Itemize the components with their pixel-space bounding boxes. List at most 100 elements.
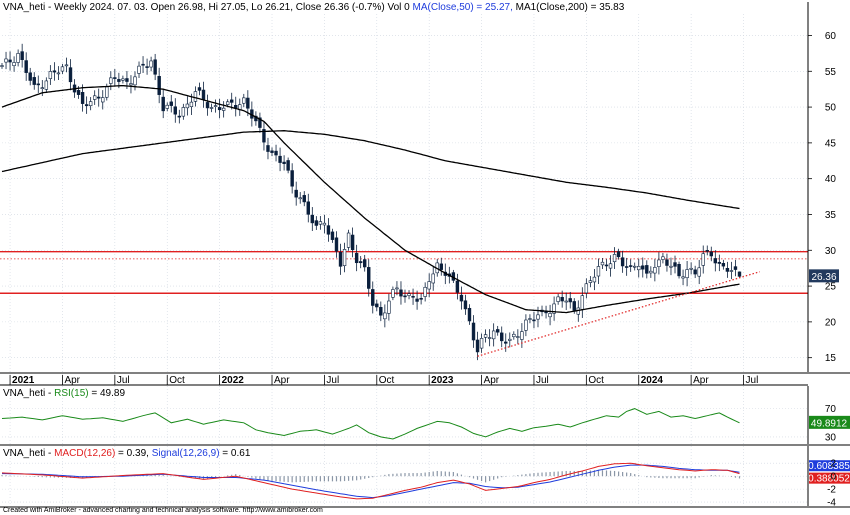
candle-body — [479, 338, 484, 349]
macd-header-value: = 0.39, — [115, 448, 151, 459]
candle-body — [588, 280, 593, 283]
date-axis-tick-label: Jul — [117, 375, 130, 386]
candle-body — [80, 92, 85, 104]
candle-body — [294, 189, 298, 198]
candle-body — [500, 332, 504, 342]
candle-body — [8, 59, 12, 63]
candle-body — [20, 51, 24, 60]
candle-body — [560, 296, 564, 302]
candle-body — [97, 96, 101, 99]
candle-body — [737, 271, 742, 277]
candle-body — [681, 276, 685, 279]
date-axis-tick-label: Apr — [274, 375, 290, 386]
candle-body — [729, 270, 734, 272]
candle-body — [246, 97, 250, 109]
candle-body — [584, 283, 589, 294]
rsi-header-name: RSI(15) — [54, 388, 88, 399]
candle-body — [193, 91, 198, 102]
candle-body — [290, 170, 294, 187]
candle-body — [314, 220, 319, 226]
candle-body — [415, 298, 419, 302]
date-axis-tick-label: Oct — [588, 375, 604, 386]
candle-body — [536, 314, 540, 320]
candle-body — [665, 259, 669, 266]
candle-body — [641, 265, 645, 270]
candle-body — [338, 252, 343, 267]
date-axis-tick-label: Jul — [746, 375, 759, 386]
price-axis-tick-label: 45 — [825, 138, 837, 149]
candle-body — [491, 330, 496, 340]
rsi-panel: 49.8912 — [1, 408, 850, 440]
candle-body — [358, 261, 363, 264]
candle-body — [197, 87, 202, 91]
candle-body — [661, 256, 665, 260]
signal-value-badge — [809, 460, 850, 472]
macd-header-name: MACD(12,26) — [54, 448, 115, 459]
price-axis-tick-label: 25 — [825, 282, 837, 293]
candle-body — [685, 269, 689, 279]
candle-body — [524, 319, 528, 331]
macd-axis-tick-label: 0 — [830, 472, 836, 483]
date-axis-tick-label: Jul — [536, 375, 549, 386]
candle-body — [274, 150, 278, 156]
signal-header-name: Signal(12,26,9) — [152, 448, 220, 459]
candle-body — [310, 214, 315, 224]
price-axis-tick-label: 40 — [825, 174, 837, 185]
footer-credit: Created with AmiBroker - advanced charti… — [3, 507, 323, 514]
candle-body — [709, 251, 713, 257]
candle-body — [141, 63, 145, 66]
candle-body — [16, 53, 20, 63]
candle-body — [137, 65, 141, 74]
candle-body — [221, 107, 226, 111]
candle-body — [68, 67, 73, 83]
candle-body — [84, 104, 89, 107]
candle-body — [350, 234, 355, 251]
candle-body — [649, 270, 653, 274]
last-price-label: 26.36 — [811, 272, 836, 283]
rsi-header-prefix: VNA_heti - — [3, 388, 54, 399]
candle-body — [125, 78, 129, 82]
candle-body — [60, 66, 65, 72]
candle-body — [217, 107, 222, 111]
candle-body — [508, 338, 512, 341]
candle-body — [270, 150, 274, 153]
macd-axis-tick-label: -2 — [827, 485, 836, 496]
candle-body — [371, 289, 375, 306]
candle-body — [149, 60, 153, 68]
candle-body — [181, 107, 186, 117]
candle-body — [548, 313, 552, 318]
candle-body — [604, 264, 609, 267]
candle-body — [375, 303, 379, 308]
candle-body — [113, 77, 117, 79]
candle-body — [419, 297, 423, 300]
candle-body — [528, 318, 532, 320]
macd-panel: 0.608385 0.388052 — [1, 460, 850, 500]
candle-body — [362, 259, 367, 268]
price-axis-tick-label: 60 — [825, 31, 837, 42]
price-axis-tick-label: 35 — [825, 210, 837, 221]
candle-body — [52, 70, 57, 73]
price-axis-tick-label: 15 — [825, 353, 837, 364]
candle-body — [40, 87, 45, 89]
candle-body — [532, 319, 536, 322]
candle-body — [169, 101, 173, 106]
candle-body — [177, 115, 182, 118]
signal-line — [2, 464, 740, 499]
macd-header: VNA_heti - MACD(12,26) = 0.39, Signal(12… — [3, 448, 251, 459]
candle-body — [322, 222, 327, 226]
candle-body — [12, 62, 16, 66]
candle-body — [346, 232, 351, 248]
rsi-header-suffix: = 49.89 — [89, 388, 126, 399]
candle-body — [109, 77, 113, 84]
price-header-prefix: VNA_heti - Weekly 2024. 07. 03. Open 26.… — [3, 2, 413, 13]
candle-body — [633, 265, 637, 268]
candle-body — [673, 262, 677, 267]
date-axis-tick-label: Apr — [693, 375, 709, 386]
ma50-header: MA(Close,50) = 25.27, — [413, 2, 513, 13]
date-axis-tick-label: 2024 — [641, 375, 664, 386]
price-axis-tick-label: 55 — [825, 67, 837, 78]
candle-body — [32, 77, 36, 85]
candle-body — [326, 225, 331, 235]
candle-body — [645, 265, 649, 274]
